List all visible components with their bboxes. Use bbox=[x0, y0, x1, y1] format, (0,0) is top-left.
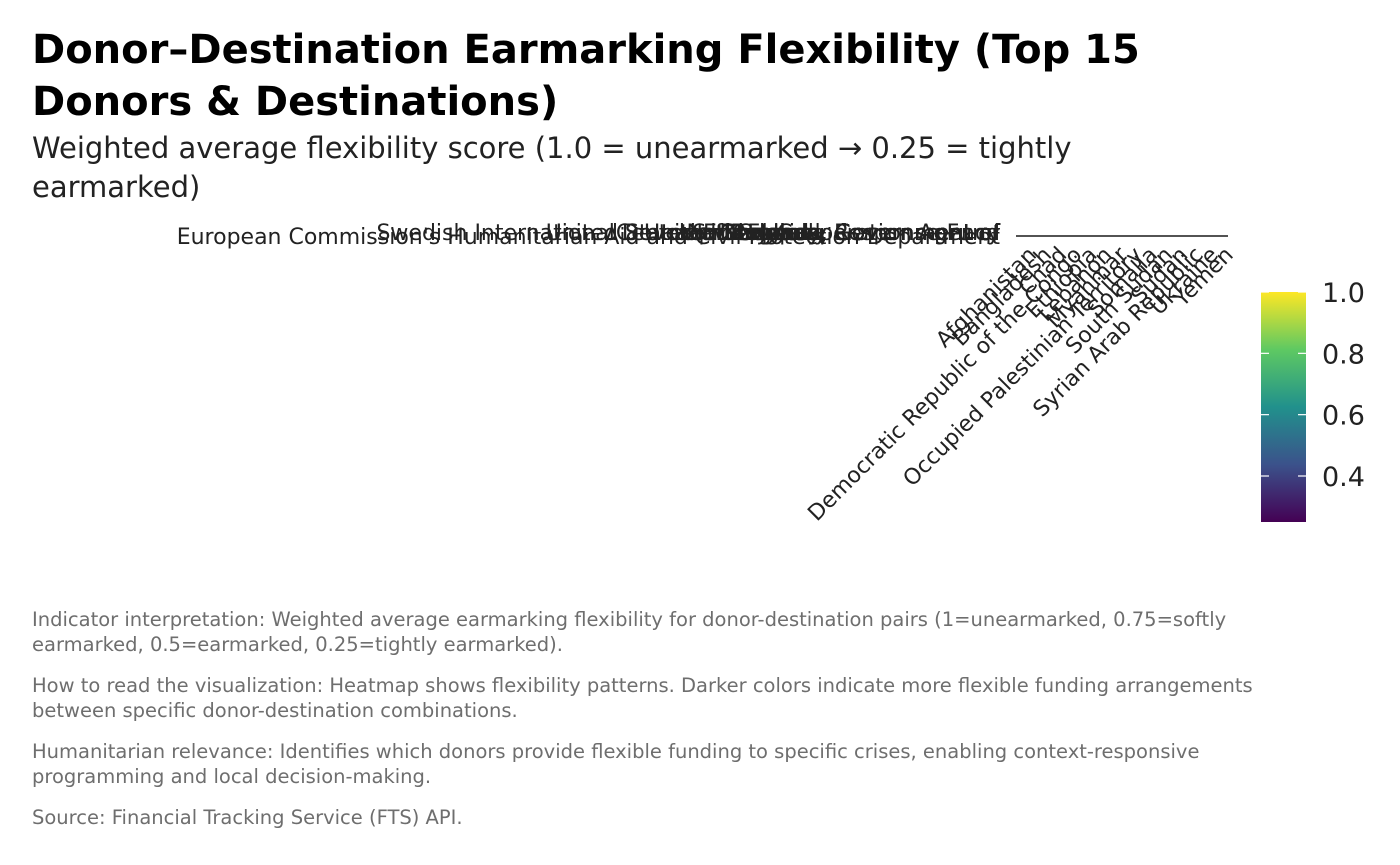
heatmap-plot: European Commission's Humanitarian Aid a… bbox=[177, 221, 1365, 526]
y-tick-label: Norway, Government of bbox=[737, 221, 1001, 246]
y-tick-label: Central Emergency Response Fund bbox=[616, 221, 1000, 246]
caption-source: Source: Financial Tracking Service (FTS)… bbox=[32, 806, 463, 829]
y-tick-label: Italy, Government of bbox=[773, 221, 1001, 246]
y-tick-label: Switzerland, Government of bbox=[692, 221, 1001, 246]
y-tick-label: France, Government of bbox=[747, 221, 1001, 246]
chart-subtitle: Weighted average flexibility score (1.0 … bbox=[32, 131, 1072, 204]
y-tick-label: United Kingdom, Government of bbox=[644, 221, 1001, 246]
colorbar-tick-label: 0.4 bbox=[1322, 462, 1365, 493]
colorbar-bar bbox=[1261, 292, 1306, 522]
y-axis-labels: European Commission's Humanitarian Aid a… bbox=[177, 221, 1002, 250]
y-tick-label: European Commission's Humanitarian Aid a… bbox=[177, 225, 1001, 250]
y-tick-label: Denmark, Government of bbox=[720, 221, 1002, 246]
colorbar-tick-label: 1.0 bbox=[1322, 278, 1365, 309]
y-tick-label: Canada, Government of bbox=[737, 221, 1001, 246]
y-tick-label: Netherlands, Government of bbox=[687, 221, 1002, 246]
colorbar-tick-label: 0.8 bbox=[1322, 339, 1365, 370]
caption-block: Indicator interpretation: Weighted avera… bbox=[32, 608, 1292, 848]
caption-interpretation: Indicator interpretation: Weighted avera… bbox=[32, 608, 1227, 656]
y-tick-label: United States of America, Government of bbox=[546, 221, 1002, 246]
colorbar-legend: 0.4 0.6 0.8 1.0 bbox=[1261, 278, 1365, 522]
caption-relevance: Humanitarian relevance: Identifies which… bbox=[32, 740, 1200, 788]
chart-title: Donor–Destination Earmarking Flexibility… bbox=[32, 27, 1140, 125]
y-tick-label: Swedish International Development Cooper… bbox=[376, 221, 1000, 246]
y-tick-label: Japan, Government of bbox=[757, 221, 1001, 246]
y-tick-label: Belgium, Government of bbox=[730, 221, 1001, 246]
colorbar-tick-label: 0.6 bbox=[1322, 401, 1365, 432]
y-tick-label: Germany, Government of bbox=[720, 221, 1002, 246]
caption-how-to-read: How to read the visualization: Heatmap s… bbox=[32, 674, 1253, 722]
